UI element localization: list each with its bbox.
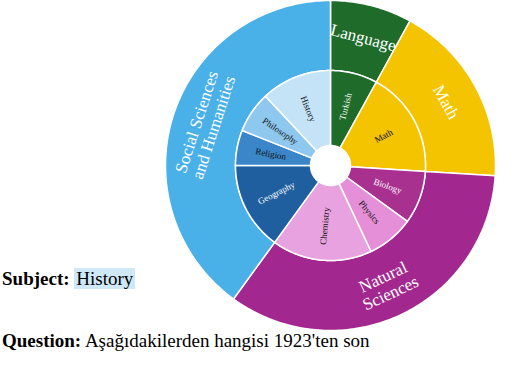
svg-text:Turkish: Turkish [337, 91, 354, 121]
svg-text:History: History [299, 95, 318, 124]
html-text:Subject: History: Subject: History [2, 268, 134, 289]
html-text:Question: Aşağıdakilerden hang: Question: Aşağıdakilerden hangisi 1923't… [2, 330, 370, 351]
svg-text:Philosophy: Philosophy [261, 116, 301, 147]
svg-text:Chemistry: Chemistry [318, 206, 332, 245]
svg-text:Social Sciencesand Humanities: Social Sciencesand Humanities [171, 68, 239, 181]
svg-text:NaturalSciences: NaturalSciences [352, 256, 422, 315]
svg-text:Biology: Biology [372, 176, 403, 195]
svg-text:Language: Language [328, 20, 398, 55]
svg-text:Math: Math [373, 127, 395, 145]
svg-text:Math: Math [429, 82, 463, 123]
svg-text:Religion: Religion [255, 146, 288, 162]
svg-text:Physics: Physics [357, 198, 383, 226]
svg-text:Geography: Geography [256, 179, 297, 206]
